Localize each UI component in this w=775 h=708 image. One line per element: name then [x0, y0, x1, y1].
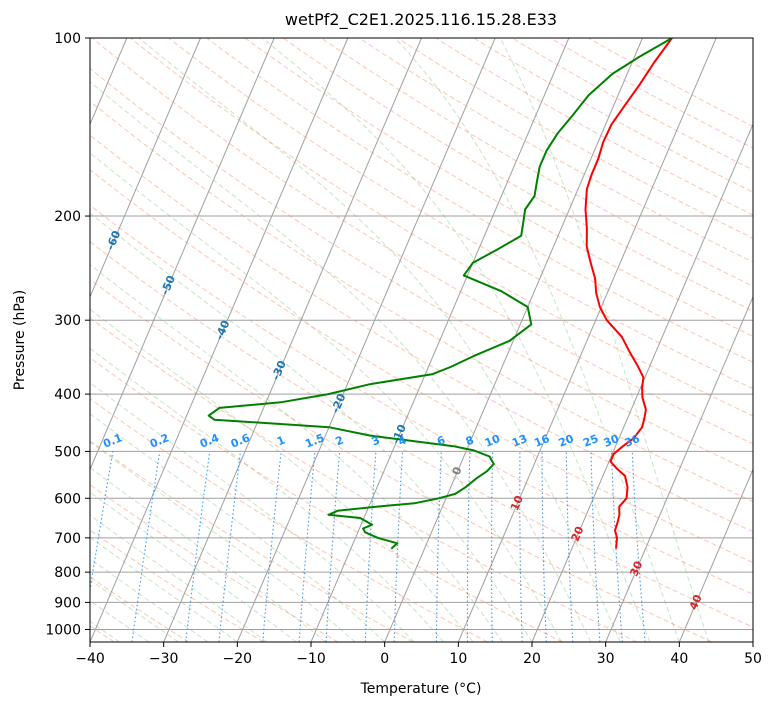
temperature-line [584, 38, 673, 549]
y-tick-label: 500 [54, 444, 81, 460]
y-tick-label: 100 [54, 31, 81, 47]
x-tick-label: −20 [223, 651, 253, 667]
isotherm-line [384, 38, 643, 642]
dry-adiabat [320, 38, 753, 287]
y-tick-label: 800 [54, 565, 81, 581]
plot-frame [89, 37, 754, 643]
x-axis-ticks: −40 −30 −20 −10 0 10 20 30 40 50 [75, 642, 762, 667]
dry-adiabat [244, 38, 753, 337]
isotherm-line [163, 38, 422, 642]
x-tick-label: 50 [744, 651, 762, 667]
mixing-ratio-label: 16 [532, 432, 551, 450]
dry-adiabat [90, 484, 339, 642]
isotherm-line [236, 38, 496, 642]
x-tick-label: −40 [75, 651, 105, 667]
isotherm-label: 20 [569, 524, 587, 543]
isotherm-label: 30 [627, 559, 645, 578]
profile-series [207, 38, 673, 550]
moist-adiabat [90, 308, 474, 642]
moist-adiabat [394, 38, 680, 642]
dry-adiabat [90, 67, 753, 473]
y-tick-label: 600 [54, 491, 81, 507]
isotherm-line [678, 468, 753, 642]
isotherm-line [605, 295, 753, 642]
dry-adiabat [90, 169, 753, 564]
moist-adiabat [90, 81, 592, 642]
x-tick-label: −30 [149, 651, 179, 667]
moist-adiabat [90, 152, 562, 642]
isotherm-label: 10 [508, 493, 526, 512]
dry-adiabat [206, 38, 753, 363]
dry-adiabat [90, 204, 753, 595]
dry-adiabat [473, 38, 753, 193]
y-tick-label: 400 [54, 387, 81, 403]
y-tick-label: 700 [54, 531, 81, 547]
moist-adiabat [90, 264, 503, 642]
isotherm-line [90, 38, 201, 299]
x-tick-label: 30 [597, 651, 615, 667]
mixing-ratio-label: 8 [464, 433, 476, 448]
x-tick-label: 20 [523, 651, 541, 667]
isotherm-line [310, 38, 570, 642]
chart-title: wetPf2_C2E1.2025.116.15.28.E33 [285, 10, 557, 30]
y-axis-ticks: 100 200 300 400 500 600 700 800 900 1000 [45, 31, 90, 638]
isotherm-line [457, 38, 717, 642]
dewpoint-line [207, 38, 673, 550]
x-axis-title: Temperature (°C) [360, 681, 482, 697]
mixing-ratio-label: 2 [334, 433, 346, 448]
moist-adiabats [90, 38, 710, 642]
dry-adiabat [90, 134, 753, 533]
x-tick-label: −10 [296, 651, 326, 667]
dry-adiabats [90, 38, 753, 642]
mixing-ratio-line [90, 451, 114, 594]
mixing-ratio-label: 25 [581, 432, 600, 450]
dry-adiabat [359, 38, 753, 263]
mixing-ratio-lines [90, 451, 646, 642]
mixing-ratio-label: 20 [557, 432, 576, 450]
moist-adiabat [138, 38, 621, 642]
y-tick-label: 900 [54, 595, 81, 611]
dry-adiabat [511, 38, 753, 171]
dry-adiabat [90, 440, 414, 642]
isotherm-line [90, 38, 275, 471]
moist-adiabat [499, 38, 710, 642]
x-tick-label: 40 [670, 651, 688, 667]
y-tick-label: 200 [54, 209, 81, 225]
mixing-ratio-label: 10 [483, 432, 502, 450]
isotherm-label: 40 [687, 592, 705, 611]
x-tick-label: 0 [380, 651, 389, 667]
x-tick-label: 10 [449, 651, 467, 667]
dry-adiabat [90, 529, 264, 642]
skewed-isotherms [90, 38, 753, 642]
mixing-ratio-line [131, 451, 161, 642]
dry-adiabat [90, 241, 753, 628]
isotherm-line [90, 38, 349, 642]
mixing-ratio-label: 30 [602, 432, 621, 450]
moist-adiabat [90, 212, 533, 642]
y-tick-label: 300 [54, 313, 81, 329]
mixing-ratio-label: 1 [275, 433, 287, 448]
dry-adiabat [130, 38, 753, 417]
y-tick-label: 1000 [45, 622, 81, 638]
mixing-ratio-line [185, 451, 211, 642]
y-axis-title: Pressure (hPa) [12, 290, 28, 390]
mixing-ratio-label: 3 [370, 433, 382, 448]
dry-adiabat [90, 278, 712, 642]
moist-adiabat [90, 491, 297, 642]
mixing-ratio-label: 36 [623, 432, 642, 450]
moist-adiabat [90, 514, 268, 642]
isotherm-line [531, 123, 753, 642]
moist-adiabat [90, 441, 356, 642]
moist-adiabat [261, 38, 651, 642]
mixing-ratio-labels: 0.1 0.2 0.4 0.6 1 1.5 2 3 4 6 8 10 13 16 20 25 30 36 [101, 431, 642, 450]
mixing-ratio-label: 13 [510, 432, 529, 450]
mixing-ratio-line [218, 451, 242, 642]
